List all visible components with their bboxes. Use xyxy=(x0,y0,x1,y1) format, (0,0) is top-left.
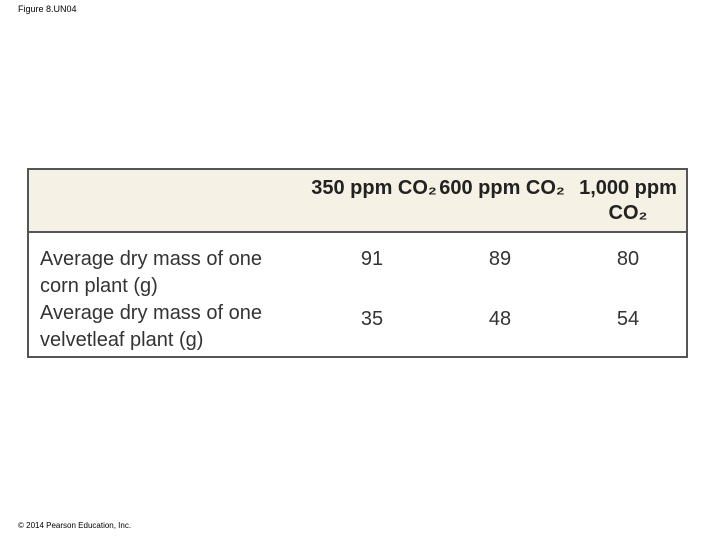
table-header: 350 ppm CO₂ 600 ppm CO₂ 1,000 ppm CO₂ xyxy=(29,170,686,233)
copyright: © 2014 Pearson Education, Inc. xyxy=(18,521,132,530)
column-header: 600 ppm CO₂ xyxy=(439,177,565,199)
row-label: Average dry mass of one corn plant (g) xyxy=(40,248,262,297)
cell-value: 35 xyxy=(360,308,384,330)
cell-value: 48 xyxy=(488,308,512,330)
row-label: Average dry mass of one velvetleaf plant… xyxy=(40,302,262,351)
cell-value: 54 xyxy=(616,308,640,330)
column-header: 350 ppm CO₂ xyxy=(311,177,437,199)
figure-label: Figure 8.UN04 xyxy=(18,4,77,14)
table: 350 ppm CO₂ 600 ppm CO₂ 1,000 ppm CO₂ Av… xyxy=(27,168,688,358)
cell-value: 80 xyxy=(616,248,640,270)
cell-value: 91 xyxy=(360,248,384,270)
column-header: 1,000 ppm CO₂ xyxy=(579,177,677,224)
cell-value: 89 xyxy=(488,248,512,270)
